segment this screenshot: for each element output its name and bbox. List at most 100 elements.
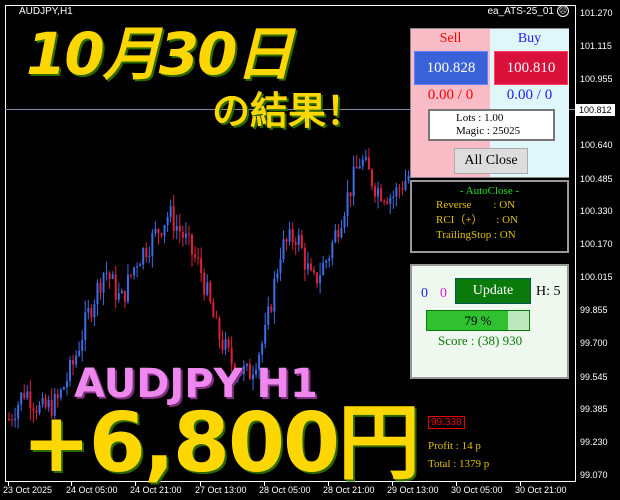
candle-body — [114, 274, 117, 300]
current-price-line — [5, 109, 575, 110]
time-tick-label: 24 Oct 21:00 — [130, 485, 182, 495]
price-tick-label: 100.015 — [580, 272, 613, 282]
time-tick — [200, 482, 201, 486]
candle-body — [178, 226, 181, 232]
price-tick-label: 99.230 — [580, 437, 608, 447]
candle-body — [374, 186, 376, 197]
candle-body — [72, 360, 75, 365]
candle-body — [102, 273, 105, 293]
candle-body — [29, 391, 32, 409]
candle-body — [331, 242, 334, 259]
current-price-label: 100.812 — [576, 104, 615, 116]
candle-body — [160, 233, 163, 236]
candle-body — [163, 225, 166, 236]
candle-body — [355, 166, 358, 169]
price-tick-label: 99.700 — [580, 338, 608, 348]
candle-body — [313, 270, 315, 273]
sell-button[interactable]: 100.828 — [414, 51, 488, 85]
candle-body — [377, 188, 380, 197]
time-tick — [328, 482, 329, 486]
candle-body — [187, 233, 190, 235]
time-tick — [392, 482, 393, 486]
candle-body — [20, 392, 23, 405]
candle-body — [108, 272, 111, 279]
candle-body — [130, 274, 132, 276]
candle-body — [200, 258, 203, 274]
candle-body — [218, 318, 221, 340]
candle-body — [395, 187, 398, 197]
candle-body — [364, 157, 367, 160]
buy-button[interactable]: 100.810 — [494, 51, 568, 85]
time-tick-label: 24 Oct 05:00 — [66, 485, 118, 495]
candle-body — [148, 255, 151, 258]
candle-body — [242, 365, 245, 375]
candle-body — [166, 216, 169, 226]
candle-body — [233, 364, 236, 377]
candle-body — [252, 374, 254, 380]
price-tick-label: 100.170 — [580, 239, 613, 249]
candle-body — [215, 317, 218, 319]
sell-position: 0.00 / 0 — [427, 87, 474, 103]
candle-body — [322, 262, 325, 276]
ea-name: ea_ATS-25_01 — [487, 6, 554, 17]
candle-body — [209, 282, 212, 303]
candle-body — [328, 258, 331, 261]
candle-body — [389, 197, 392, 204]
blue-count: 0 — [421, 286, 428, 301]
candle-body — [340, 227, 343, 238]
time-tick — [520, 482, 521, 486]
lots-magic-box: Lots : 1.00 Magic : 25025 — [428, 109, 555, 141]
rci-status: RCI（+） : ON — [436, 214, 518, 226]
candle-body — [358, 166, 361, 169]
candle-body — [337, 230, 340, 238]
candle-body — [279, 259, 282, 274]
candle-body — [306, 263, 309, 270]
candle-body — [11, 419, 14, 421]
candle-body — [14, 418, 17, 421]
candle-body — [319, 275, 322, 284]
date-title: 10月30日 — [26, 20, 293, 88]
candle-body — [346, 192, 349, 216]
candle-body — [273, 278, 276, 312]
candle-body — [380, 188, 383, 202]
candle-body — [90, 307, 93, 318]
time-tick-label: 28 Oct 21:00 — [323, 485, 375, 495]
candle-body — [65, 381, 68, 388]
candle-body — [23, 392, 26, 398]
candle-body — [303, 247, 306, 270]
price-tick-label: 101.115 — [580, 41, 612, 51]
candle-body — [224, 339, 227, 350]
candle-body — [142, 248, 145, 265]
candle-body — [154, 229, 157, 234]
trailing-stop-status: TrailingStop : ON — [436, 229, 516, 241]
candle-body — [276, 273, 279, 279]
time-tick-label: 23 Oct 2025 — [3, 485, 53, 495]
price-tick-label: 100.955 — [580, 74, 613, 84]
time-tick — [135, 482, 136, 486]
candle-body — [334, 230, 337, 243]
all-close-button[interactable]: All Close — [454, 148, 528, 174]
frown-face-icon[interactable]: ☹ — [557, 5, 569, 17]
candle-body — [181, 231, 184, 238]
lots-value: Lots : 1.00 — [456, 112, 504, 124]
candle-body — [404, 180, 407, 190]
time-tick-label: 30 Oct 21:00 — [515, 485, 567, 495]
buy-position: 0.00 / 0 — [506, 87, 553, 103]
time-tick — [71, 482, 72, 486]
candle-body — [50, 399, 53, 416]
candle-body — [172, 206, 175, 231]
candle-body — [407, 175, 410, 181]
candle-body — [17, 404, 20, 419]
candle-body — [386, 201, 389, 204]
candle-body — [111, 274, 114, 279]
progress-text: 79 % — [464, 313, 492, 328]
update-button[interactable]: Update — [455, 278, 531, 304]
candle-body — [294, 242, 297, 245]
time-tick — [264, 482, 265, 486]
candle-body — [151, 233, 154, 256]
candle-body — [44, 397, 47, 408]
progress-fill — [427, 311, 508, 330]
candle-body — [197, 257, 200, 259]
candle-body — [343, 215, 346, 228]
candle-body — [105, 272, 108, 274]
